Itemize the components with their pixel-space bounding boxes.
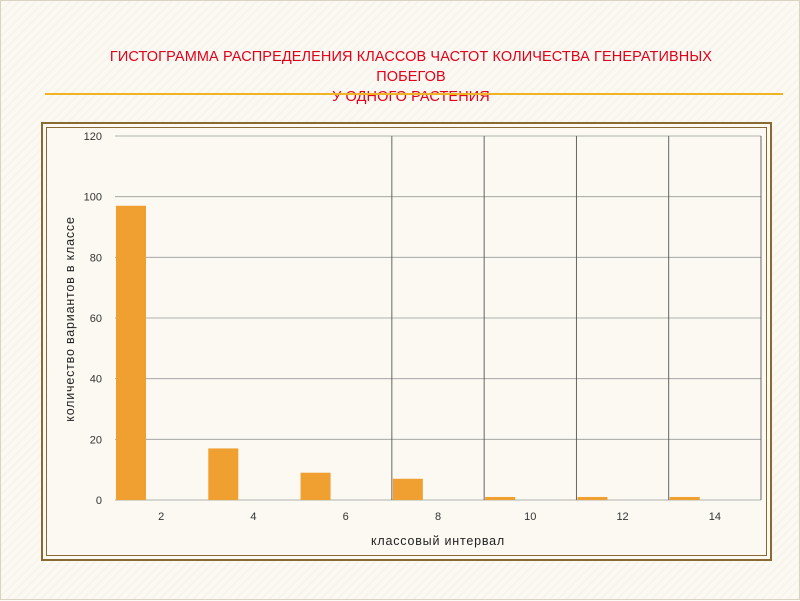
bar-6 (300, 472, 331, 500)
y-tick-label: 20 (90, 434, 102, 446)
x-tick-label: 8 (435, 511, 441, 523)
bar-10 (485, 496, 516, 500)
y-tick-label: 80 (90, 252, 102, 264)
y-tick-label: 100 (84, 192, 102, 204)
y-tick-label: 60 (90, 313, 102, 325)
x-tick-label: 6 (343, 511, 349, 523)
x-tick-label: 10 (524, 511, 536, 523)
x-axis-label: классовый интервал (371, 534, 505, 548)
y-axis-label: количество вариантов в классе (63, 216, 77, 421)
x-tick-label: 2 (158, 511, 164, 523)
bar-2 (116, 205, 146, 500)
title-divider (45, 93, 783, 95)
bar-8 (392, 478, 423, 500)
x-tick-label: 14 (709, 511, 721, 523)
x-tick-label: 4 (250, 511, 256, 523)
bar-12 (577, 496, 608, 500)
y-tick-label: 120 (84, 131, 102, 143)
x-tick-label: 12 (616, 511, 628, 523)
bar-14 (669, 496, 700, 500)
y-tick-label: 0 (96, 495, 102, 507)
bar-4 (208, 448, 239, 500)
y-tick-label: 40 (90, 374, 102, 386)
